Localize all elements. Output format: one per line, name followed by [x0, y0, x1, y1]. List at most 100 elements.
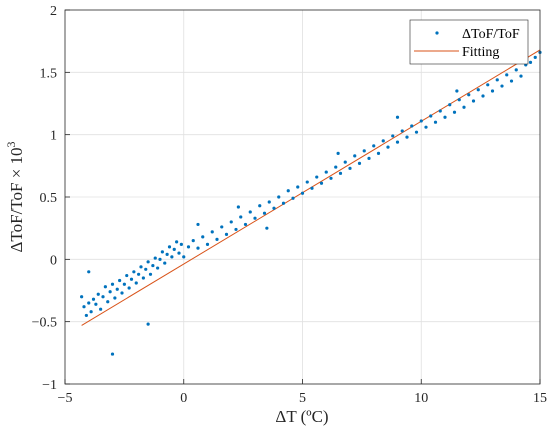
x-tick-label: 10: [414, 391, 428, 406]
data-point: [172, 247, 176, 251]
data-point: [158, 257, 162, 261]
data-point: [296, 185, 300, 189]
data-point: [229, 220, 233, 224]
data-point: [391, 134, 395, 138]
data-point: [110, 282, 115, 286]
data-point: [151, 263, 155, 268]
data-point: [103, 285, 107, 289]
data-point: [362, 149, 366, 153]
data-point: [505, 73, 509, 77]
data-point: [146, 260, 150, 264]
data-point: [87, 270, 91, 274]
data-point: [215, 237, 219, 241]
data-point: [125, 273, 129, 278]
data-point: [291, 196, 295, 200]
data-point: [156, 266, 160, 270]
y-axis-label: ΔToF/ToF × 10: [7, 147, 26, 252]
data-point: [191, 239, 195, 243]
data-point: [419, 119, 423, 123]
data-point: [115, 287, 119, 291]
data-point: [165, 252, 169, 256]
data-point: [424, 125, 428, 129]
legend: ΔToF/ToF Fitting: [409, 19, 529, 65]
x-ticks: −5 0 5 10 15: [58, 379, 547, 406]
data-point: [533, 55, 537, 59]
data-point: [486, 83, 490, 87]
data-point: [153, 256, 157, 260]
data-point: [305, 180, 309, 184]
y-tick-label: −0.5: [32, 316, 57, 331]
data-point: [258, 204, 262, 208]
data-point: [210, 230, 214, 234]
data-point: [175, 240, 179, 244]
data-point: [248, 210, 252, 214]
data-point: [160, 250, 164, 254]
data-point: [234, 227, 238, 232]
x-tick-label: 5: [299, 391, 306, 406]
data-point: [495, 78, 499, 82]
data-point: [177, 251, 181, 255]
data-point: [91, 297, 96, 301]
data-point: [500, 84, 504, 88]
data-point: [395, 140, 400, 144]
data-point: [118, 278, 122, 283]
data-point: [324, 170, 328, 174]
data-point: [122, 282, 126, 286]
y-tick-label: 0: [50, 253, 57, 268]
data-point: [338, 171, 343, 175]
data-point: [132, 270, 136, 274]
data-point: [84, 313, 88, 318]
data-point: [262, 211, 267, 215]
y-tick-label: 2: [50, 4, 57, 19]
data-point: [462, 105, 466, 109]
data-point: [509, 79, 514, 83]
data-point: [146, 322, 150, 326]
data-point: [376, 151, 381, 155]
data-point: [144, 267, 148, 271]
data-point: [120, 291, 124, 295]
data-point: [134, 281, 138, 285]
svg-text:ΔToF/ToF × 103: ΔToF/ToF × 103: [4, 141, 26, 252]
data-point: [265, 226, 269, 230]
data-point: [334, 165, 338, 169]
data-point: [471, 99, 476, 103]
data-point: [455, 89, 459, 93]
y-tick-label: 1.5: [40, 66, 58, 81]
data-point: [476, 88, 480, 92]
data-point: [205, 242, 210, 246]
data-point: [438, 109, 442, 113]
data-point: [348, 166, 352, 170]
data-point: [336, 151, 340, 155]
data-point: [167, 245, 172, 249]
data-point: [101, 295, 105, 299]
data-point: [343, 160, 347, 164]
data-point: [170, 255, 174, 259]
data-point: [141, 276, 145, 280]
y-tick-label: 1: [50, 129, 57, 144]
data-point: [443, 115, 447, 119]
data-point: [414, 130, 419, 134]
legend-label-fitting: Fitting: [462, 45, 499, 60]
data-point: [519, 74, 523, 78]
data-point: [113, 296, 117, 300]
data-point: [528, 60, 533, 64]
data-point: [186, 245, 191, 249]
data-point: [99, 307, 103, 311]
data-point: [514, 68, 518, 72]
data-point: [163, 261, 167, 265]
grid-lines: [65, 10, 540, 384]
data-point: [267, 200, 271, 204]
x-tick-label: 15: [533, 391, 547, 406]
data-point: [372, 144, 376, 148]
data-point: [96, 292, 100, 296]
data-point: [310, 186, 314, 190]
x-tick-label: 0: [180, 391, 187, 406]
data-point: [281, 201, 286, 205]
data-point: [448, 103, 452, 107]
data-point: [272, 206, 276, 210]
data-point: [82, 305, 86, 309]
data-point: [329, 176, 333, 180]
data-point: [239, 215, 243, 219]
x-tick-label: −5: [58, 391, 73, 406]
